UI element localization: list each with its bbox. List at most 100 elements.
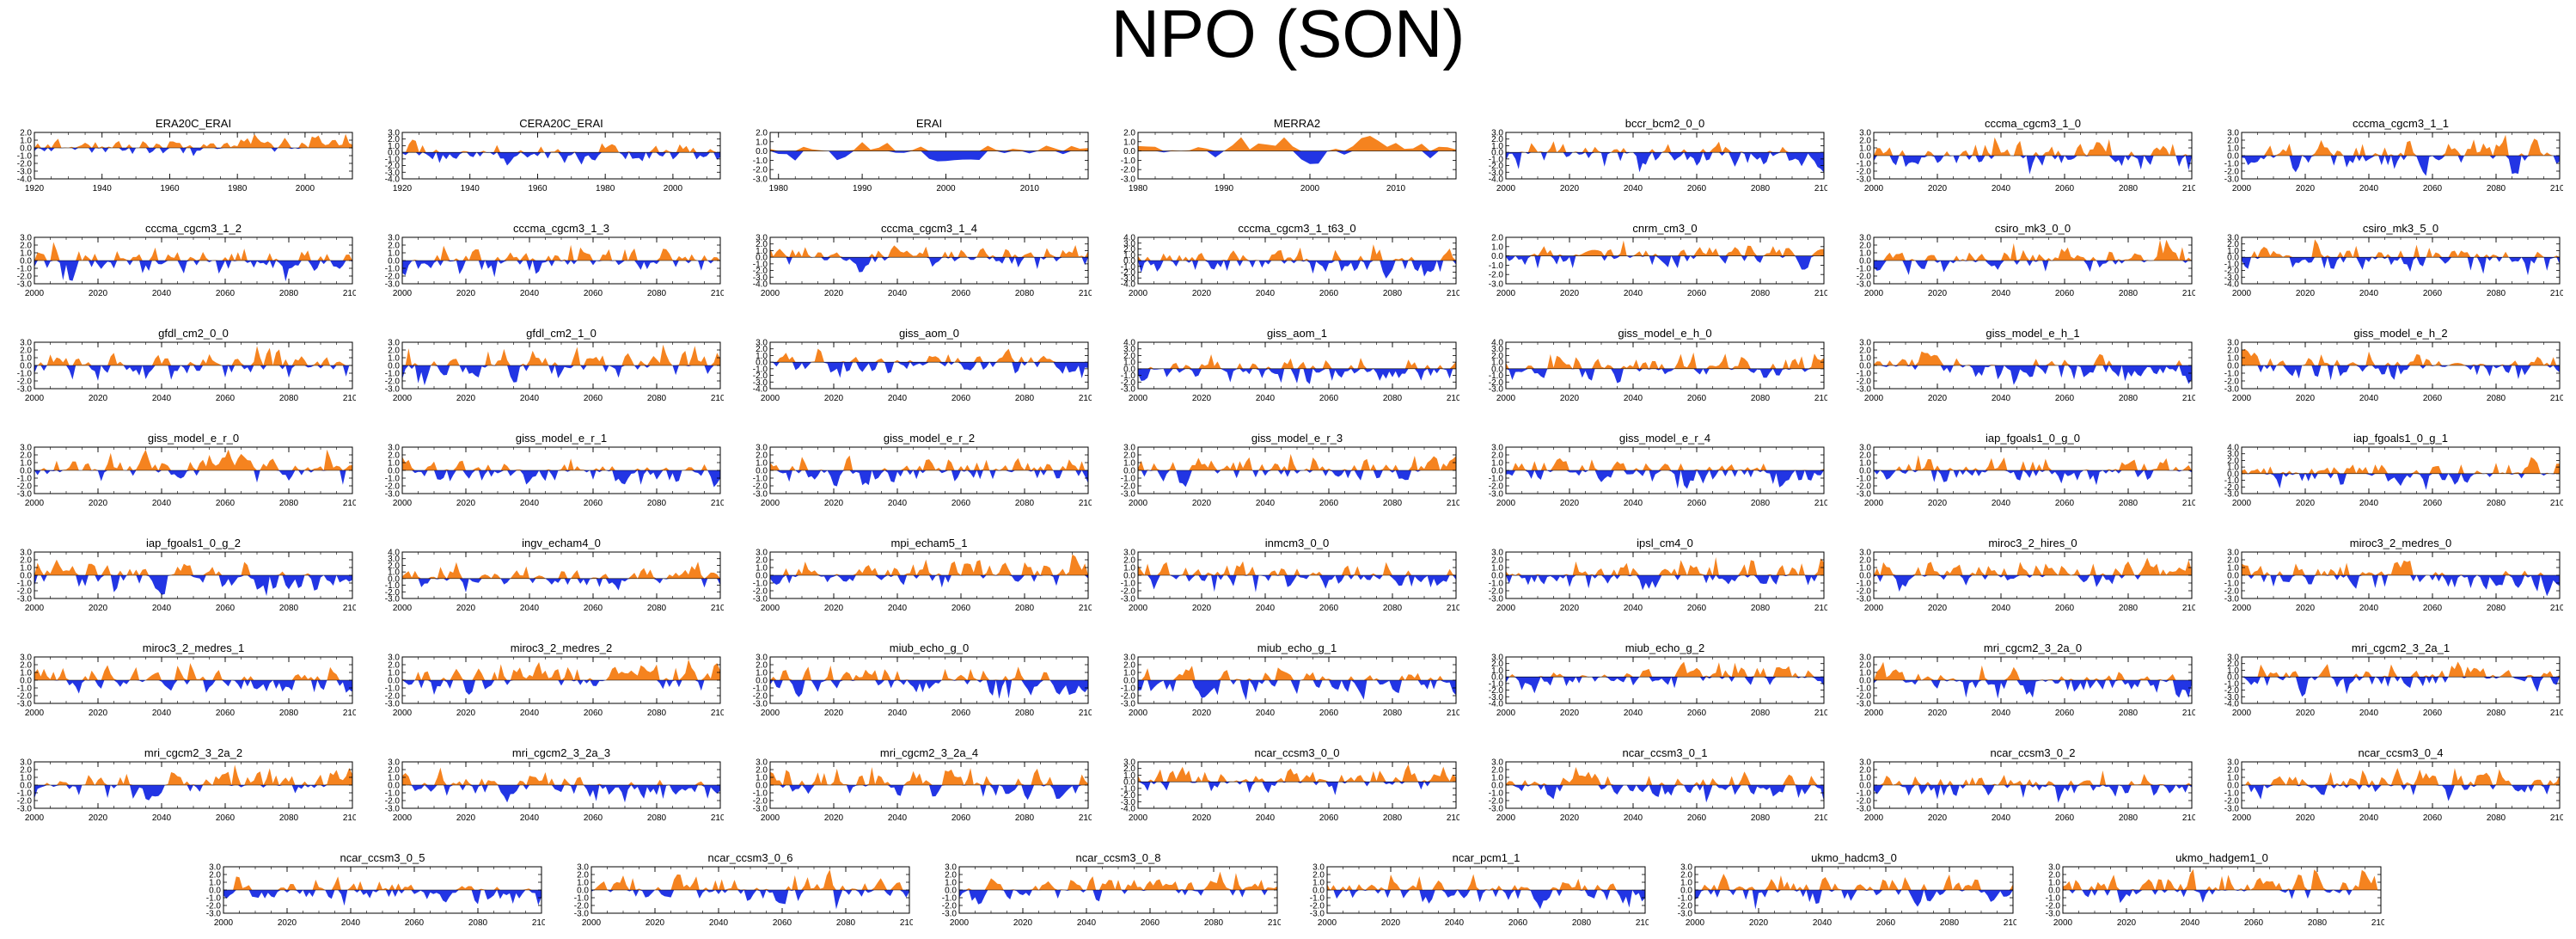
x-tick-label: 2100 (2550, 289, 2563, 298)
x-tick-label: 2040 (520, 289, 540, 298)
x-tick-label: 2100 (343, 289, 356, 298)
positive-area (1138, 764, 1456, 782)
y-tick-label: -1.0 (385, 370, 401, 379)
y-tick-label: -3.0 (1857, 385, 1872, 395)
y-tick-label: 0.0 (1491, 252, 1503, 261)
y-tick-label: 3.0 (1123, 758, 1135, 768)
chart-svg: giss_model_e_h_0 4.03.02.01.00.0-1.0-2.0-… (1489, 327, 1827, 403)
y-tick-label: 0.0 (945, 887, 957, 896)
y-tick-label: 1.0 (388, 774, 400, 783)
x-tick-label: 2080 (1383, 499, 1403, 508)
x-tick-label: 2100 (1079, 394, 1092, 403)
x-tick-label: 2060 (216, 289, 236, 298)
positive-area (1874, 455, 2192, 470)
panel-title: ncar_pcm1_1 (1453, 851, 1521, 864)
y-tick-label: -1.0 (1857, 160, 1872, 169)
y-tick-label: -1.0 (385, 155, 401, 164)
x-tick-label: 2080 (1751, 709, 1771, 718)
y-tick-label: 3.0 (2227, 129, 2239, 138)
x-tick-label: 2020 (456, 604, 476, 613)
positive-area (1874, 770, 2192, 785)
x-tick-label: 2040 (1992, 184, 2011, 193)
y-tick-label: -3.0 (1857, 700, 1872, 709)
x-tick-label: 2080 (1015, 499, 1035, 508)
y-tick-label: 3.0 (1123, 654, 1135, 663)
y-tick-label: -3.0 (1489, 693, 1504, 703)
x-tick-label: 2060 (216, 394, 236, 403)
x-tick-label: 2020 (89, 499, 108, 508)
x-tick-label: 2000 (214, 918, 234, 928)
y-tick-label: 2.0 (20, 129, 32, 138)
y-tick-label: 3.0 (1859, 758, 1871, 768)
y-tick-label: -1.0 (1857, 789, 1872, 799)
positive-area (1874, 351, 2192, 365)
y-tick-label: 0.0 (1123, 467, 1135, 476)
y-tick-label: 2.0 (1491, 135, 1503, 144)
x-tick-label: 2100 (343, 499, 356, 508)
x-tick-label: 2000 (1864, 184, 1884, 193)
negative-area (34, 261, 352, 282)
y-tick-label: -2.0 (385, 377, 401, 387)
chart-svg: giss_model_e_r_0 3.02.01.00.0-1.0-2.0-3.0… (17, 432, 356, 508)
x-tick-label: 2060 (584, 499, 603, 508)
y-tick-label: -1.0 (17, 152, 33, 162)
x-tick-label: 2100 (711, 604, 724, 613)
y-tick-label: -3.0 (1489, 490, 1504, 500)
x-tick-label: 2060 (1319, 289, 1339, 298)
y-tick-label: 3.0 (756, 234, 768, 243)
y-tick-label: 2.0 (2227, 660, 2239, 669)
x-tick-label: 2080 (1015, 709, 1035, 718)
y-tick-label: -2.0 (1857, 168, 1872, 177)
negative-area (402, 785, 720, 803)
x-tick-label: 2010 (1020, 184, 1040, 193)
x-tick-label: 2040 (520, 499, 540, 508)
negative-area (770, 362, 1088, 378)
x-tick-label: 2100 (711, 499, 724, 508)
x-tick-label: 2020 (2296, 394, 2316, 403)
y-tick-label: -3.0 (2224, 385, 2240, 395)
panel-title: mri_cgcm2_3_2a_1 (2352, 641, 2450, 654)
panel-title: giss_model_e_r_1 (516, 432, 607, 445)
x-tick-label: 2000 (1300, 184, 1320, 193)
x-tick-label: 2020 (1013, 918, 1033, 928)
panel-title: miub_echo_g_0 (890, 641, 970, 654)
y-tick-label: -3.0 (17, 280, 33, 290)
y-tick-label: 1.0 (20, 564, 32, 574)
x-tick-label: 2000 (1864, 604, 1884, 613)
y-tick-label: 2.0 (945, 871, 957, 881)
positive-area (1138, 244, 1456, 261)
y-tick-label: 2.0 (20, 556, 32, 566)
y-tick-label: -3.0 (1121, 175, 1136, 185)
y-tick-label: 3.0 (756, 549, 768, 558)
y-tick-label: -2.0 (385, 797, 401, 807)
y-tick-label: 0.0 (20, 467, 32, 476)
negative-area (770, 150, 1088, 162)
chart-svg: giss_model_e_r_4 3.02.01.00.0-1.0-2.0-3.0… (1489, 432, 1827, 508)
y-tick-label: -2.0 (17, 273, 33, 282)
negative-area (2242, 257, 2560, 276)
panel-cnrm_cm3_0: cnrm_cm3_0 2.0 1.0 0.0 -1.0 -2.0 -3.0 2000 2020 2… (1473, 217, 1827, 310)
x-tick-label: 2000 (761, 604, 780, 613)
x-tick-label: 2000 (2053, 918, 2073, 928)
y-tick-label: -3.0 (753, 273, 768, 283)
y-tick-label: 3.0 (1491, 549, 1503, 558)
x-tick-label: 2000 (761, 394, 780, 403)
y-tick-label: 1.0 (1123, 138, 1135, 147)
panel-title: giss_aom_1 (1267, 327, 1327, 340)
y-tick-label: 2.0 (1123, 556, 1135, 566)
y-tick-label: 2.0 (20, 451, 32, 461)
y-tick-label: -1.0 (1121, 684, 1136, 694)
y-tick-label: -3.0 (574, 910, 590, 919)
negative-area (402, 261, 720, 278)
panel-title: cccma_cgcm3_1_2 (145, 222, 242, 235)
y-tick-label: 3.0 (1491, 654, 1503, 663)
chart-svg: giss_model_e_r_3 3.02.01.00.0-1.0-2.0-3.0… (1121, 432, 1459, 508)
x-tick-label: 2060 (2055, 184, 2075, 193)
y-tick-label: -1.0 (206, 894, 222, 904)
y-tick-label: 0.0 (1859, 572, 1871, 581)
plot-frame (1505, 132, 1825, 180)
chart-svg: miroc3_2_medres_2 3.02.01.00.0-1.0-2.0-3.… (385, 641, 724, 718)
x-tick-label: 2100 (1447, 499, 1459, 508)
y-tick-label: -2.0 (574, 902, 590, 911)
x-tick-label: 2080 (836, 918, 856, 928)
